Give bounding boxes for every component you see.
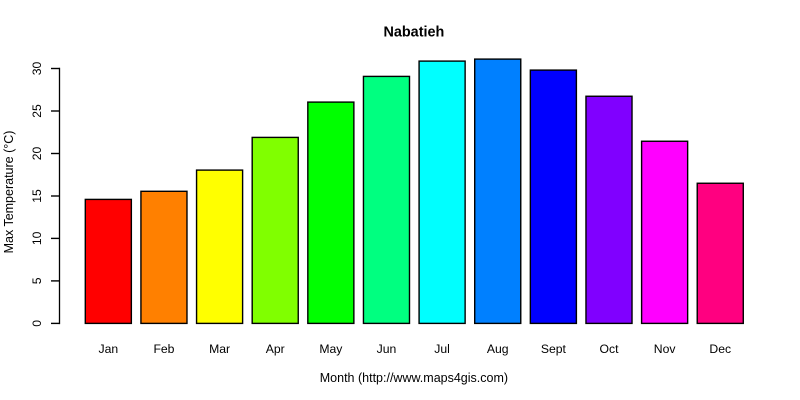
svg-text:15: 15 [30, 189, 44, 203]
svg-text:Mar: Mar [209, 342, 230, 356]
svg-text:Max Temperature (°C): Max Temperature (°C) [2, 131, 16, 254]
svg-text:Jul: Jul [434, 342, 450, 356]
svg-text:Oct: Oct [600, 342, 620, 356]
svg-text:30: 30 [30, 62, 44, 76]
svg-text:25: 25 [30, 104, 44, 118]
svg-text:Feb: Feb [153, 342, 174, 356]
svg-text:Month (http://www.maps4gis.com: Month (http://www.maps4gis.com) [320, 371, 508, 385]
svg-text:5: 5 [30, 277, 44, 284]
svg-text:Sept: Sept [541, 342, 567, 356]
svg-text:Aug: Aug [487, 342, 509, 356]
svg-text:Jan: Jan [98, 342, 118, 356]
svg-text:May: May [319, 342, 343, 356]
svg-text:Nabatieh: Nabatieh [384, 25, 445, 41]
svg-text:10: 10 [30, 231, 44, 245]
svg-text:Dec: Dec [709, 342, 731, 356]
svg-text:Nov: Nov [654, 342, 677, 356]
svg-text:20: 20 [30, 147, 44, 161]
svg-text:Jun: Jun [377, 342, 397, 356]
svg-text:Apr: Apr [266, 342, 285, 356]
svg-text:0: 0 [30, 320, 44, 327]
